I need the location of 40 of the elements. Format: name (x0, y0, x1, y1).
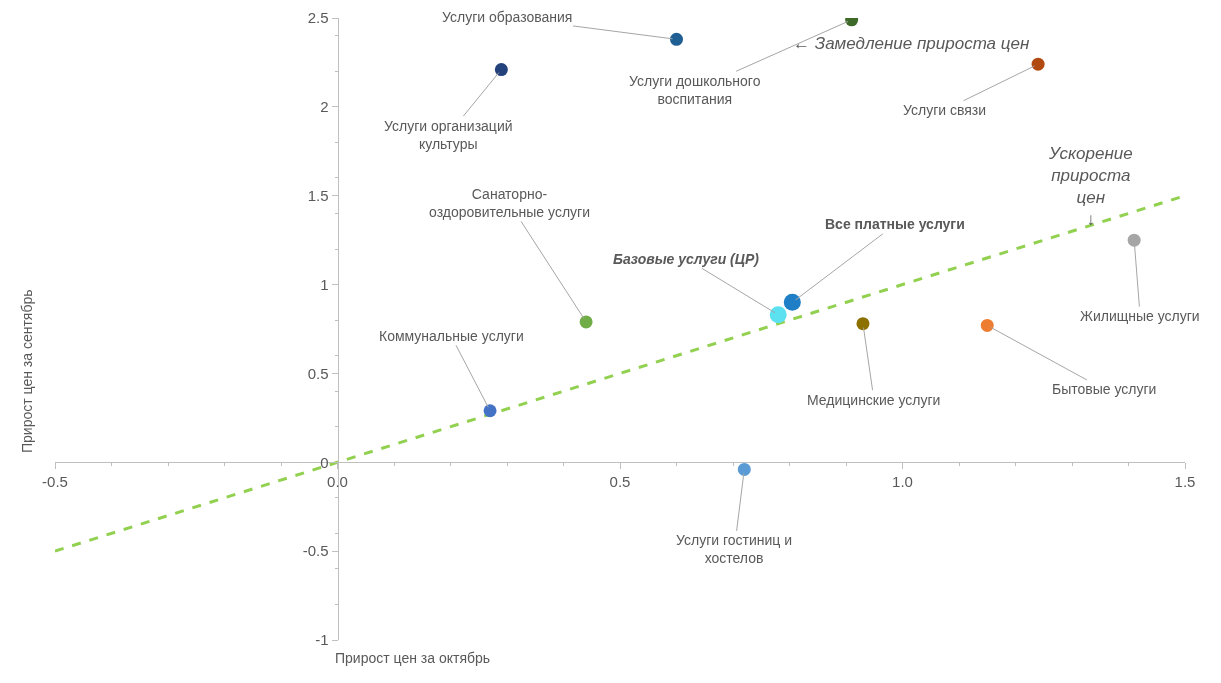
y-tick-label: 0 (320, 453, 329, 471)
text: Услуги связи (903, 102, 987, 118)
x-tick-label: -0.5 (42, 473, 68, 491)
x-tick-label: 1.0 (892, 473, 913, 491)
y-tick-label: 2 (320, 98, 329, 116)
point (856, 317, 870, 331)
y-tick-label: 1 (320, 275, 329, 293)
point (579, 315, 593, 329)
point (1127, 233, 1141, 247)
text: Санаторно- оздоровительные услуги (429, 186, 590, 221)
point (670, 32, 683, 46)
y-tick-label: 2.5 (307, 9, 329, 27)
text: Услуги гостиниц и хостелов (676, 532, 793, 567)
point (980, 318, 994, 332)
text: Услуги образования (442, 9, 573, 25)
y-tick-label: -0.5 (302, 542, 329, 560)
point (769, 306, 787, 324)
annotation: Ускорение прироста цен ↓ (1048, 144, 1133, 230)
text: Коммунальные услуги (379, 328, 524, 344)
text: Услуги организаций культуры (384, 118, 513, 153)
point (783, 293, 801, 311)
text: Медицинские услуги (807, 392, 941, 408)
y-tick-label: 1.5 (307, 186, 329, 204)
point (494, 63, 508, 77)
text: Бытовые услуги (1052, 381, 1157, 397)
x-tick-label: 1.5 (1174, 473, 1196, 491)
annotation: ← Замедление прироста цен (793, 34, 1030, 53)
y-axis-title: Прирост цен за сентябрь (19, 289, 36, 453)
point (483, 404, 497, 418)
point (1031, 57, 1045, 71)
point (737, 462, 751, 476)
text: Базовые услуги (ЦР) (613, 251, 760, 267)
y-tick-label: 0.5 (307, 364, 329, 382)
x-axis-title: Прирост цен за октябрь (335, 650, 491, 666)
text: Услуги дошкольного воспитания (629, 73, 761, 108)
text: Жилищные услуги (1080, 308, 1200, 324)
y-tick-label: -1 (315, 631, 329, 649)
text: Все платные услуги (825, 216, 965, 232)
x-tick-label: 0.5 (609, 473, 631, 491)
x-tick-label: 0.0 (327, 473, 348, 491)
